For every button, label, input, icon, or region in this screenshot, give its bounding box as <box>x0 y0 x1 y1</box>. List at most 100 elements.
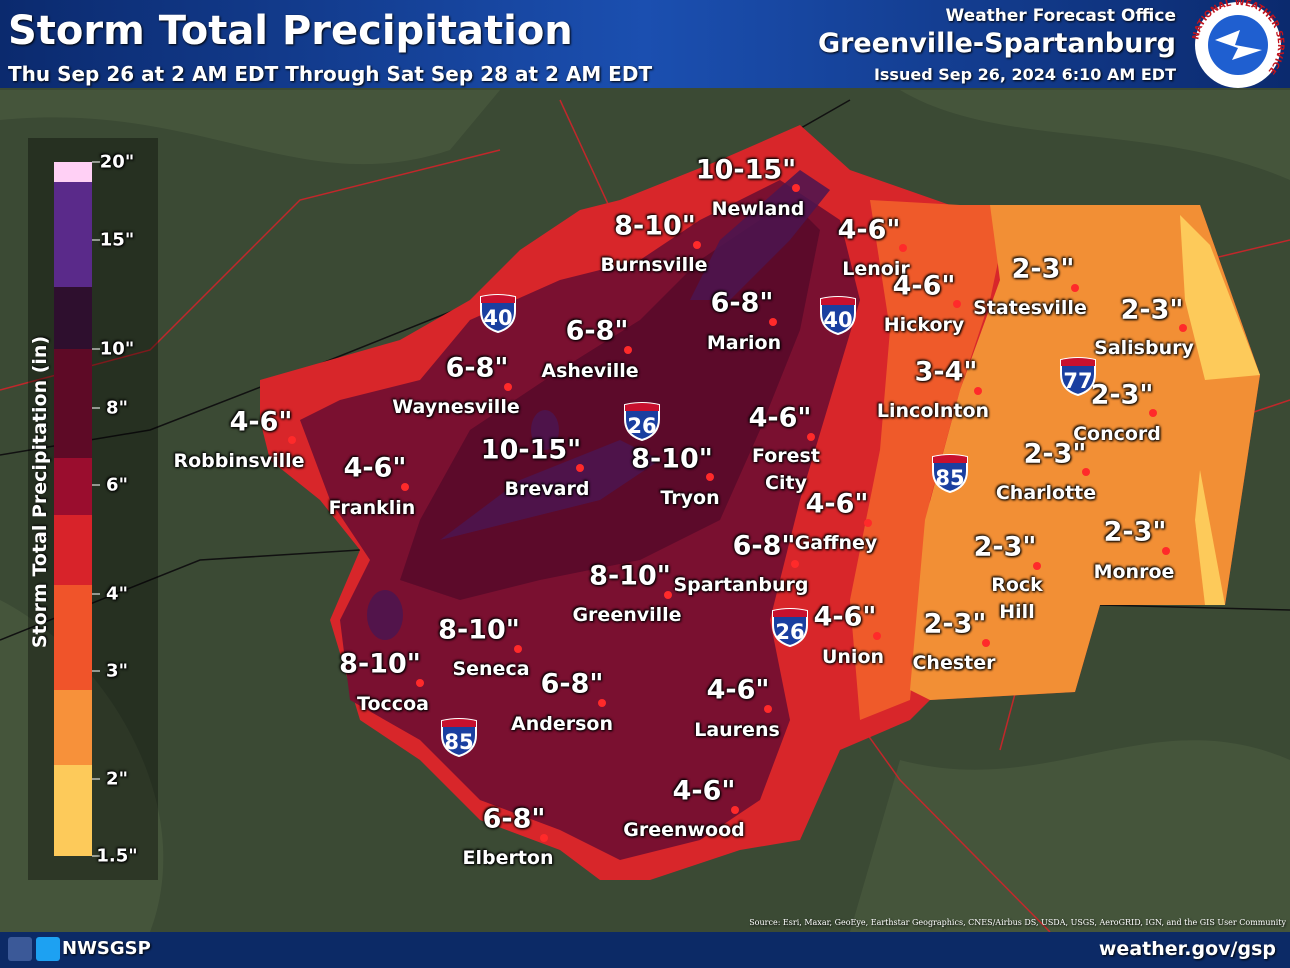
city-label: Tryon <box>660 487 720 509</box>
twitter-icon <box>36 937 60 961</box>
city-label: Greenville <box>572 604 682 626</box>
city-dot <box>624 346 632 354</box>
issued: Issued Sep 26, 2024 6:10 AM EDT <box>873 65 1176 84</box>
city-label: Waynesville <box>392 396 520 418</box>
city-label: Union <box>821 646 885 668</box>
amount-label: 2-3" <box>1103 516 1167 548</box>
shield-shape <box>772 608 808 648</box>
shield-shape <box>624 402 660 442</box>
header-bar <box>0 0 1290 88</box>
city-dot <box>576 464 584 472</box>
city-label: Forest City <box>752 445 820 494</box>
amount-label: 3-4" <box>914 356 978 388</box>
title: Storm Total Precipitation <box>8 8 573 54</box>
amount-label: 8-10" <box>438 614 520 646</box>
city-label: Statesville <box>973 297 1087 319</box>
city-dot <box>1149 409 1157 417</box>
amount-label: 2-3" <box>1090 379 1154 411</box>
city-dot <box>401 483 409 491</box>
shield-shape <box>1060 357 1096 397</box>
amount-label: 4-6" <box>229 406 293 438</box>
city-dot <box>416 679 424 687</box>
city-dot <box>693 241 701 249</box>
city-dot <box>974 387 982 395</box>
city-label: Asheville <box>541 360 639 382</box>
amount-label: 4-6" <box>813 601 877 633</box>
amount-label: 10-15" <box>480 434 582 466</box>
city-dot <box>504 383 512 391</box>
interstate-shield: 40 <box>818 295 858 336</box>
amount-label: 4-6" <box>672 775 736 807</box>
amount-label: 4-6" <box>748 402 812 434</box>
amount-label: 4-6" <box>892 270 956 302</box>
amount-label: 6-8" <box>445 352 509 384</box>
city-dot <box>540 834 548 842</box>
legend-label: 20" <box>99 151 135 173</box>
city-dot <box>288 436 296 444</box>
footer-url: weather.gov/gsp <box>1098 938 1276 960</box>
city-label: Marion <box>706 332 782 354</box>
office: Greenville-Spartanburg <box>817 28 1176 59</box>
legend-label: 15" <box>99 229 135 251</box>
city-label: Hickory <box>883 314 965 336</box>
city-dot <box>514 645 522 653</box>
precip-zones <box>260 125 1260 880</box>
city-dot <box>792 184 800 192</box>
city-dot <box>769 318 777 326</box>
amount-label: 8-10" <box>589 560 671 592</box>
source: Source: Esri, Maxar, GeoEye, Earthstar G… <box>749 918 1286 927</box>
interstate-shield: 77 <box>1058 356 1098 397</box>
city-dot <box>664 591 672 599</box>
interstate-shield: 40 <box>478 293 518 334</box>
city-label: Salisbury <box>1094 337 1194 359</box>
city-dot <box>807 433 815 441</box>
city-dot <box>982 639 990 647</box>
city-label: Robbinsville <box>173 450 305 472</box>
legend-label: 1.5" <box>96 845 138 867</box>
office-label: Weather Forecast Office <box>945 6 1176 26</box>
city-label: Elberton <box>462 847 554 869</box>
legend-bar <box>54 162 92 856</box>
legend-label: 3" <box>106 660 128 682</box>
city-label: Lenoir <box>842 258 910 280</box>
legend-label: 2" <box>106 768 128 790</box>
amount-label: 4-6" <box>706 674 770 706</box>
amount-label: 2-3" <box>1120 294 1184 326</box>
interstate-shield: 26 <box>622 401 662 442</box>
city-label: Charlotte <box>995 482 1097 504</box>
shield-shape <box>480 294 516 334</box>
amount-label: 2-3" <box>1011 253 1075 285</box>
amount-label: 2-3" <box>923 608 987 640</box>
city-label: Laurens <box>694 719 780 741</box>
city-dot <box>791 560 799 568</box>
amount-label: 2-3" <box>973 531 1037 563</box>
interstate-number: 77 <box>1063 369 1093 393</box>
city-label: Lincolnton <box>876 400 990 422</box>
legend-label: 4" <box>106 583 128 605</box>
subtitle: Thu Sep 26 at 2 AM EDT Through Sat Sep 2… <box>8 62 653 86</box>
city-dot <box>864 519 872 527</box>
interstate-number: 26 <box>627 414 657 438</box>
city-dot <box>764 705 772 713</box>
city-label: Chester <box>912 652 996 674</box>
logo-bolt <box>1215 30 1262 60</box>
interstate-number: 26 <box>775 620 805 644</box>
amount-label: 8-10" <box>614 210 696 242</box>
city-label: Anderson <box>511 713 613 735</box>
city-dot <box>953 300 961 308</box>
amount-label: 6-8" <box>732 530 796 562</box>
city-label: Gaffney <box>794 532 878 554</box>
footer-bar <box>0 932 1290 968</box>
shield-shape <box>441 718 477 758</box>
city-label: Spartanburg <box>673 574 809 596</box>
city-dot <box>1179 324 1187 332</box>
city-label: Franklin <box>328 497 416 519</box>
interstate-number: 85 <box>444 730 474 754</box>
city-label: Burnsville <box>600 254 708 276</box>
city-label: Monroe <box>1093 561 1175 583</box>
legend-label: 6" <box>106 474 128 496</box>
legend-box <box>28 138 158 880</box>
city-label: Rock Hill <box>991 574 1043 623</box>
